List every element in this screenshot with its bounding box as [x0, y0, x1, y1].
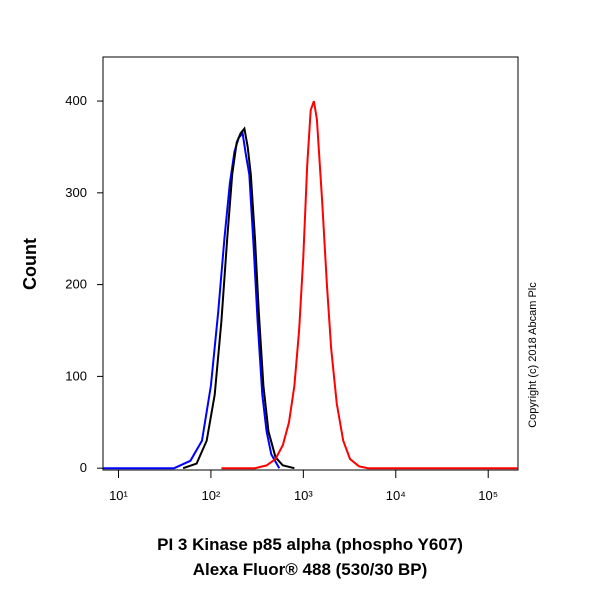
x-axis-label: PI 3 Kinase p85 alpha (phospho Y607) [157, 535, 463, 554]
plot-frame [102, 56, 519, 471]
x-axis-label: Alexa Fluor® 488 (530/30 BP) [193, 560, 428, 579]
copyright: Copyright (c) 2018 Abcam Plc [527, 282, 539, 428]
x-tick-label: 10⁵ [478, 488, 498, 503]
y-tick-label: 200 [65, 277, 87, 292]
x-tick-label: 10¹ [109, 488, 128, 503]
histogram-line [182, 126, 295, 470]
histogram-line [103, 130, 281, 470]
y-tick-label: 300 [65, 185, 87, 200]
x-tick-label: 10² [202, 488, 221, 503]
y-tick-label: 100 [65, 368, 87, 383]
y-axis-label: Count [20, 238, 40, 290]
y-tick-label: 0 [80, 460, 87, 475]
y-tick-label: 400 [65, 93, 87, 108]
x-tick-label: 10⁴ [386, 488, 406, 503]
x-tick-label: 10³ [294, 488, 313, 503]
histogram-line [221, 100, 518, 470]
